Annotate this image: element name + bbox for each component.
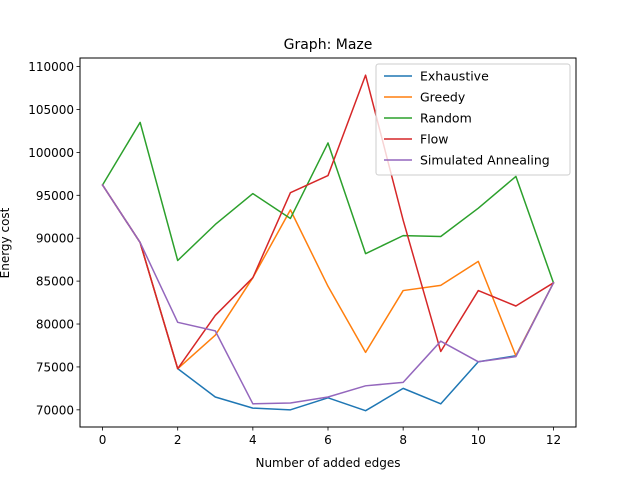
x-tick-label: 8 xyxy=(399,433,407,447)
legend-box xyxy=(375,63,571,176)
x-tick-label: 0 xyxy=(99,433,107,447)
y-tick-label: 105000 xyxy=(28,103,74,117)
x-axis-ticks: 0 2 4 6 8 10 12 xyxy=(99,427,561,447)
y-tick-label: 90000 xyxy=(36,232,74,246)
series-line-flow xyxy=(101,74,555,370)
y-tick-label: 80000 xyxy=(36,318,74,332)
series-line-random xyxy=(101,121,555,284)
legend-label: Exhaustive xyxy=(420,69,489,84)
y-tick-label: 110000 xyxy=(28,60,74,74)
chart-title: Graph: Maze xyxy=(284,37,373,53)
legend: Exhaustive Greedy Random Flow Simulated Anne… xyxy=(375,63,571,176)
legend-label: Greedy xyxy=(420,90,466,105)
x-axis-label: Number of added edges xyxy=(255,456,400,470)
x-tick-label: 12 xyxy=(546,433,561,447)
y-tick-label: 100000 xyxy=(28,146,74,160)
y-axis-label: Energy cost xyxy=(0,207,12,278)
y-tick-label: 70000 xyxy=(36,403,74,417)
series-line-simulated-annealing xyxy=(101,183,555,405)
x-tick-label: 2 xyxy=(174,433,182,447)
legend-label: Random xyxy=(420,111,472,126)
y-tick-label: 75000 xyxy=(36,360,74,374)
y-tick-label: 85000 xyxy=(36,275,74,289)
legend-label: Flow xyxy=(420,132,449,147)
y-axis-ticks: 70000 75000 80000 85000 90000 95000 100000 1050… xyxy=(28,60,80,417)
y-tick-label: 95000 xyxy=(36,189,74,203)
plot-lines xyxy=(101,74,555,412)
x-tick-label: 10 xyxy=(471,433,486,447)
x-tick-label: 6 xyxy=(324,433,332,447)
x-tick-label: 4 xyxy=(249,433,257,447)
legend-label: Simulated Annealing xyxy=(420,153,550,168)
